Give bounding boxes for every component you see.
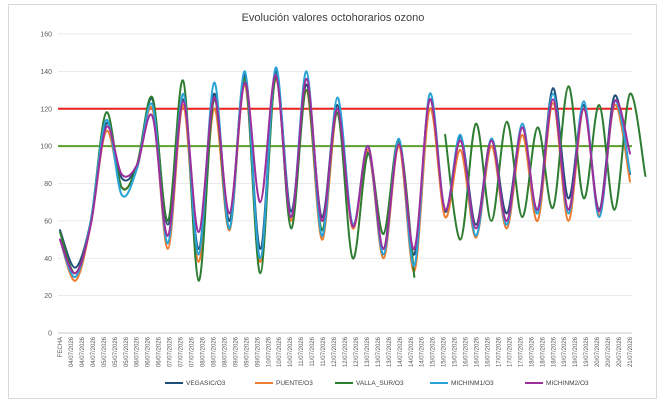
x-tick-label: 09/07/2026 <box>244 336 250 367</box>
x-tick-label: 13/07/2026 <box>365 336 371 367</box>
x-tick-label: 04/07/2026 <box>80 336 86 367</box>
x-tick-label: 13/07/2026 <box>376 336 382 367</box>
x-tick-label: 15/07/2026 <box>442 336 448 367</box>
y-tick-label: 0 <box>48 331 52 338</box>
x-tick-label: 07/07/2026 <box>190 336 196 367</box>
x-tick-label: 05/07/2026 <box>124 336 130 367</box>
x-tick-label: FECHA <box>58 337 64 357</box>
legend-label: VALLA_SUR/O3 <box>356 380 404 387</box>
x-tick-label: 10/07/2026 <box>277 336 283 367</box>
series-line-valla-sur-o3 <box>444 85 647 241</box>
x-tick-label: 10/07/2026 <box>266 336 272 367</box>
x-tick-label: 14/07/2026 <box>398 336 404 367</box>
series-lines <box>59 66 647 282</box>
x-tick-label: 19/07/2026 <box>584 336 590 367</box>
x-tick-label: 11/07/2026 <box>321 336 327 366</box>
x-tick-label: 15/07/2026 <box>431 336 437 367</box>
x-tick-label: 05/07/2026 <box>113 336 119 367</box>
x-tick-label: 09/07/2026 <box>233 336 239 367</box>
x-tick-label: 20/07/2026 <box>617 336 623 367</box>
x-tick-label: 19/07/2026 <box>573 336 579 367</box>
x-tick-label: 20/07/2026 <box>595 336 601 367</box>
x-tick-label: 06/07/2026 <box>135 336 141 367</box>
x-axis-ticks: FECHA 04/07/2026 04/07/2026 04/07/2026 05/07… <box>58 336 634 367</box>
x-tick-label: 17/07/2026 <box>518 336 524 367</box>
y-tick-label: 100 <box>40 144 52 151</box>
x-tick-label: 11/07/2026 <box>310 336 316 366</box>
x-tick-label: 09/07/2026 <box>255 336 261 367</box>
y-tick-label: 20 <box>44 293 52 300</box>
x-tick-label: 06/07/2026 <box>146 336 152 367</box>
y-tick-label: 160 <box>40 32 52 39</box>
legend-label: PUENTE/O3 <box>276 380 313 387</box>
x-tick-label: 11/07/2026 <box>299 336 305 366</box>
x-tick-label: 17/07/2026 <box>496 336 502 367</box>
series-line-michinm2-o3 <box>59 74 631 275</box>
x-tick-label: 10/07/2026 <box>288 336 294 367</box>
y-tick-label: 80 <box>44 181 52 188</box>
x-tick-label: 05/07/2026 <box>102 336 108 367</box>
x-tick-label: 14/07/2026 <box>409 336 415 367</box>
x-tick-label: 06/07/2026 <box>157 336 163 367</box>
x-tick-label: 07/07/2026 <box>179 336 185 367</box>
x-tick-label: 20/07/2026 <box>606 336 612 367</box>
y-axis-ticks: 0 20 40 60 80 100 120 140 160 <box>40 32 52 338</box>
x-tick-label: 21/07/2026 <box>628 336 634 367</box>
y-tick-label: 40 <box>44 256 52 263</box>
y-tick-label: 120 <box>40 106 52 113</box>
x-tick-label: 08/07/2026 <box>201 336 207 367</box>
x-tick-label: 08/07/2026 <box>211 336 217 367</box>
x-tick-label: 12/07/2026 <box>343 336 349 367</box>
legend-label: MICHINM2/O3 <box>546 380 589 387</box>
x-tick-label: 14/07/2026 <box>420 336 426 367</box>
y-tick-label: 60 <box>44 218 52 225</box>
x-tick-label: 13/07/2026 <box>387 336 393 367</box>
x-tick-label: 18/07/2026 <box>540 336 546 367</box>
x-tick-label: 16/07/2026 <box>486 336 492 367</box>
x-tick-label: 18/07/2026 <box>551 336 557 367</box>
legend-label: MICHINM1/O3 <box>451 380 494 387</box>
legend-label: VEGASIC/O3 <box>186 380 226 387</box>
x-tick-label: 19/07/2026 <box>562 336 568 367</box>
x-tick-label: 15/07/2026 <box>453 336 459 367</box>
chart-title: Evolución valores octohorarios ozono <box>242 12 425 24</box>
x-tick-label: 17/07/2026 <box>507 336 513 367</box>
legend: VEGASIC/O3 PUENTE/O3 VALLA_SUR/O3 MICHINM1/… <box>165 380 589 387</box>
x-tick-label: 16/07/2026 <box>475 336 481 367</box>
x-tick-label: 04/07/2026 <box>91 336 97 367</box>
y-tick-label: 140 <box>40 69 52 76</box>
x-tick-label: 07/07/2026 <box>168 336 174 367</box>
x-tick-label: 08/07/2026 <box>222 336 228 367</box>
x-tick-label: 12/07/2026 <box>332 336 338 367</box>
x-tick-label: 18/07/2026 <box>529 336 535 367</box>
x-tick-label: 04/07/2026 <box>69 336 75 367</box>
x-tick-label: 16/07/2026 <box>464 336 470 367</box>
x-tick-label: 12/07/2026 <box>354 336 360 367</box>
